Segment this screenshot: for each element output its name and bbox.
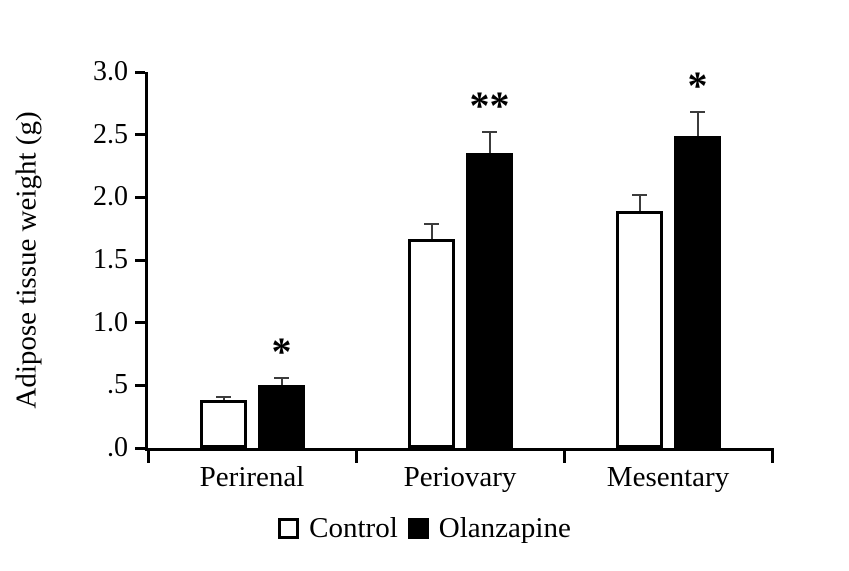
y-axis-tick-label: 1.5	[93, 244, 128, 275]
y-axis-tick-label: 1.0	[93, 306, 128, 338]
error-bar-olanzapine-mesentary	[696, 112, 699, 136]
bar-control-mesentary	[616, 211, 663, 448]
y-axis-title: Adipose tissue weight (g)	[10, 111, 43, 409]
bar-control-perirenal	[200, 400, 247, 448]
y-axis-line	[145, 72, 148, 451]
y-axis-tick	[135, 133, 145, 137]
error-bar-cap	[482, 131, 497, 134]
significance-marker-mesentary: *	[687, 63, 708, 109]
x-axis-tick	[562, 448, 566, 463]
y-axis-tick	[135, 70, 145, 74]
error-bar-cap	[690, 111, 705, 114]
bar-olanzapine-periovary	[466, 153, 513, 448]
category-label-mesentary: Mesentary	[606, 461, 730, 493]
legend-label-control: Control	[309, 511, 398, 544]
significance-marker-perirenal: *	[271, 328, 292, 374]
error-bar-cap	[274, 376, 289, 379]
legend-item-olanzapine: Olanzapine	[407, 511, 571, 545]
y-axis-tick-label: .5	[107, 369, 128, 401]
significance-marker-periovary: **	[469, 83, 510, 129]
y-axis-tick	[135, 195, 145, 199]
error-bar-control-perirenal	[222, 396, 225, 401]
legend-item-control: Control	[278, 512, 398, 545]
y-axis-tick	[135, 383, 145, 387]
legend: Control Olanzapine	[0, 506, 849, 550]
error-bar-cap	[216, 395, 231, 398]
error-bar-control-periovary	[430, 223, 433, 239]
error-bar-cap	[632, 193, 647, 196]
legend-swatch-olanzapine	[407, 517, 429, 539]
y-axis-tick-label: .0	[107, 432, 128, 463]
y-axis-tick-label: 2.5	[93, 118, 128, 150]
legend-label-olanzapine: Olanzapine	[438, 511, 571, 544]
error-bar-olanzapine-perirenal	[280, 377, 283, 386]
error-bar-cap	[424, 222, 439, 225]
x-axis-tick	[146, 448, 150, 463]
x-axis-line	[145, 448, 773, 451]
y-axis-tick	[135, 258, 145, 262]
y-axis-tick-label: 3.0	[93, 56, 128, 87]
bar-olanzapine-mesentary	[674, 135, 721, 448]
category-label-periovary: Periovary	[403, 461, 517, 493]
error-bar-control-mesentary	[638, 194, 641, 212]
x-axis-tick	[354, 448, 358, 463]
bar-control-periovary	[408, 238, 455, 448]
legend-swatch-control	[278, 517, 300, 539]
y-axis-tick	[135, 446, 145, 450]
y-axis-tick	[135, 321, 145, 325]
x-axis-tick	[770, 448, 774, 463]
error-bar-olanzapine-periovary	[488, 132, 491, 154]
bar-olanzapine-perirenal	[258, 385, 305, 448]
category-label-perirenal: Perirenal	[199, 461, 305, 493]
y-axis-tick-label: 2.0	[93, 181, 128, 213]
